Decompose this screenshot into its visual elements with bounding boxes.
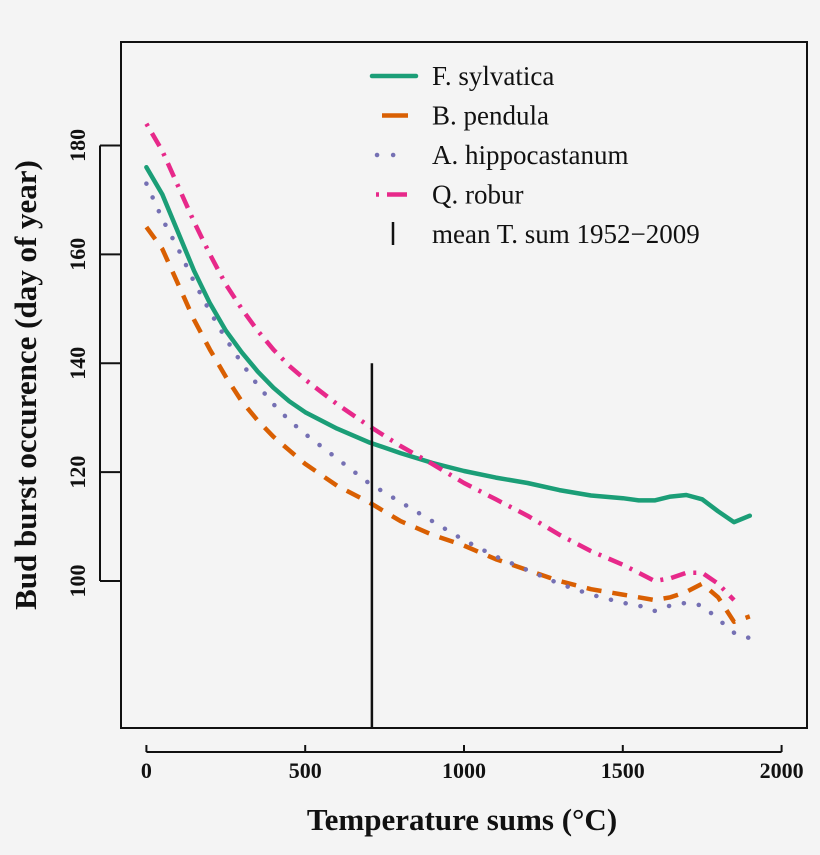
legend-label: A. hippocastanum bbox=[432, 140, 628, 170]
y-tick-label: 140 bbox=[65, 347, 90, 380]
series-layer bbox=[144, 122, 753, 641]
y-tick-label: 100 bbox=[65, 565, 90, 598]
x-tick-label: 2000 bbox=[760, 758, 804, 783]
x-axis-title: Temperature sums (°C) bbox=[307, 802, 617, 837]
series-line-q-robur bbox=[144, 122, 736, 602]
x-tick-label: 1000 bbox=[442, 758, 486, 783]
x-axis: 0 500 1000 1500 2000 bbox=[141, 745, 804, 783]
x-tick-label: 500 bbox=[289, 758, 322, 783]
series-line-b-pendula bbox=[144, 225, 751, 625]
plot-frame bbox=[120, 41, 808, 729]
y-axis: 100 120 140 160 180 bbox=[65, 129, 120, 598]
y-tick-label: 180 bbox=[65, 129, 90, 162]
legend-label: B. pendula bbox=[432, 101, 549, 131]
y-axis-title: Bud burst occurence (day of year) bbox=[8, 160, 43, 610]
legend: F. sylvatica B. pendula A. hippocastanum Q.… bbox=[369, 61, 700, 249]
x-tick-label: 0 bbox=[141, 758, 152, 783]
legend-label: Q. robur bbox=[432, 180, 523, 210]
legend-label: F. sylvatica bbox=[432, 61, 554, 91]
x-tick-label: 1500 bbox=[601, 758, 645, 783]
series-line-a-hippocastanum bbox=[144, 181, 753, 641]
legend-label: mean T. sum 1952−2009 bbox=[432, 219, 700, 249]
y-tick-label: 120 bbox=[65, 456, 90, 489]
y-tick-label: 160 bbox=[65, 238, 90, 271]
